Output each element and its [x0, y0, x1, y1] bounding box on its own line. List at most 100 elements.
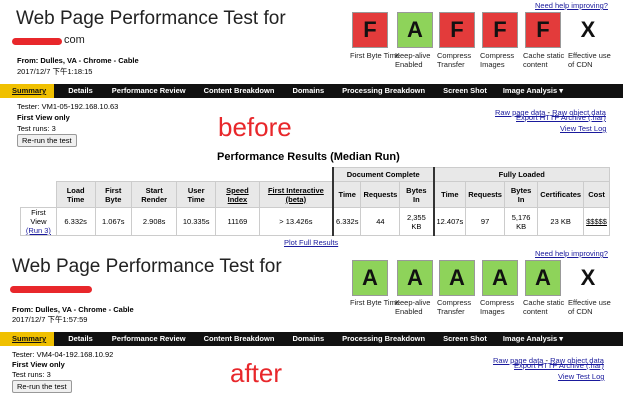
tab-details[interactable]: Details — [68, 86, 93, 95]
results-table: Document Complete Fully Loaded Load Time… — [20, 167, 610, 236]
col-cost: Cost — [583, 181, 610, 208]
value-speed-index: 11169 — [215, 207, 260, 236]
after-grade-box[interactable]: A — [482, 260, 518, 296]
tab-content-breakdown[interactable]: Content Breakdown — [203, 86, 275, 95]
nav-bar-after: Summary Details Performance Review Conte… — [0, 332, 623, 346]
link-separator-after: - — [543, 356, 551, 365]
value-full-requests: 97 — [465, 207, 505, 236]
before-grade-box[interactable]: F — [482, 12, 518, 48]
col-start-render: Start Render — [131, 181, 178, 208]
tab-screen-shot-after[interactable]: Screen Shot — [443, 334, 487, 343]
before-grade-label: Compress Images — [480, 51, 515, 69]
after-grade-label: Effective use of CDN — [568, 298, 611, 316]
before-grade-label: Cache static content — [523, 51, 565, 69]
before-grade-box[interactable]: F — [525, 12, 561, 48]
after-grade-label: Compress Transfer — [437, 298, 472, 316]
test-runs-after: Test runs: 3 — [12, 370, 51, 379]
after-grade-box[interactable]: A — [352, 260, 388, 296]
rerun-button-after[interactable]: Re-run the test — [12, 380, 72, 393]
value-cost[interactable]: $$$$$ — [583, 207, 610, 236]
before-grade-box[interactable]: X — [570, 12, 606, 48]
tab-summary[interactable]: Summary — [0, 84, 55, 98]
tab-performance-review-after[interactable]: Performance Review — [111, 334, 186, 343]
test-date: 2017/12/7 下午1:18:15 — [17, 67, 93, 76]
value-doc-bytes-in: 2,355 KB — [399, 207, 434, 236]
test-date-after: 2017/12/7 下午1:57:59 — [12, 315, 88, 324]
value-full-time: 12.407s — [432, 207, 467, 236]
after-grade-box[interactable]: A — [525, 260, 561, 296]
redacted-domain-mark-after — [10, 286, 92, 293]
export-har-link-after[interactable]: Export HTTP Archive (.har) — [514, 361, 604, 370]
page-title-after: Web Page Performance Test for — [12, 256, 282, 277]
raw-page-data-link-after[interactable]: Raw page data — [493, 356, 544, 365]
tester-info: Tester: VM1-05-192.168.10.63 — [17, 102, 119, 111]
col-first-byte: First Byte — [94, 181, 133, 208]
test-location-after: From: Dulles, VA - Chrome - Cable — [12, 305, 134, 314]
value-first-byte: 1.067s — [94, 207, 133, 236]
value-first-interactive: > 13.426s — [258, 207, 334, 236]
value-doc-time: 6.332s — [331, 207, 362, 236]
tab-image-analysis-after[interactable]: Image Analysis ▾ — [502, 334, 564, 343]
col-first-interactive[interactable]: First Interactive (beta) — [258, 181, 334, 208]
before-grade-label: First Byte Time — [350, 51, 401, 60]
col-doc-time: Time — [331, 181, 362, 208]
tab-image-analysis[interactable]: Image Analysis ▾ — [502, 86, 564, 95]
tab-summary-after[interactable]: Summary — [0, 332, 55, 346]
raw-page-data-link[interactable]: Raw page data — [495, 108, 546, 117]
tab-processing-breakdown-after[interactable]: Processing Breakdown — [342, 334, 426, 343]
view-test-log-link[interactable]: View Test Log — [560, 124, 607, 133]
nav-bar-before: Summary Details Performance Review Conte… — [0, 84, 623, 98]
raw-object-data-link-after[interactable]: Raw object data — [550, 356, 604, 365]
after-grade-label: First Byte Time — [350, 298, 401, 307]
value-start-render: 2.908s — [131, 207, 178, 236]
value-user-time: 10.335s — [176, 207, 217, 236]
tab-performance-review[interactable]: Performance Review — [111, 86, 186, 95]
value-load-time: 6.332s — [55, 207, 96, 236]
after-grade-box[interactable]: X — [570, 260, 606, 296]
value-certificates: 23 KB — [537, 207, 585, 236]
col-load-time: Load Time — [55, 181, 96, 208]
before-grade-box[interactable]: F — [439, 12, 475, 48]
test-location: From: Dulles, VA - Chrome - Cable — [17, 56, 139, 65]
link-separator: - — [545, 108, 553, 117]
before-annotation: before — [218, 112, 292, 142]
after-grade-box[interactable]: A — [439, 260, 475, 296]
export-har-link[interactable]: Export HTTP Archive (.har) — [516, 113, 606, 122]
page-title: Web Page Performance Test for — [16, 8, 286, 29]
tab-screen-shot[interactable]: Screen Shot — [443, 86, 487, 95]
redacted-domain-mark — [12, 38, 62, 45]
first-view-only: First View only — [17, 113, 70, 122]
plot-full-results-link[interactable]: Plot Full Results — [284, 238, 339, 247]
tester-info-after: Tester: VM4-04-192.168.10.92 — [12, 350, 114, 359]
before-grade-box[interactable]: A — [397, 12, 433, 48]
value-full-bytes-in: 5,176 KB — [503, 207, 539, 236]
row-label: First View — [30, 208, 47, 226]
col-doc-bytes-in: Bytes In — [399, 181, 434, 208]
raw-object-data-link[interactable]: Raw object data — [552, 108, 606, 117]
tab-processing-breakdown[interactable]: Processing Breakdown — [342, 86, 426, 95]
after-grade-box[interactable]: A — [397, 260, 433, 296]
tab-content-breakdown-after[interactable]: Content Breakdown — [203, 334, 275, 343]
col-full-bytes-in: Bytes In — [503, 181, 539, 208]
col-user-time: User Time — [176, 181, 217, 208]
help-improving-link[interactable]: Need help improving? — [535, 1, 608, 10]
tab-domains[interactable]: Domains — [292, 86, 325, 95]
table-row: First View (Run 3) 6.332s 1.067s 2.908s … — [20, 207, 610, 236]
tab-details-after[interactable]: Details — [68, 334, 93, 343]
raw-data-links: Raw page data - Raw object data — [495, 102, 606, 120]
after-grade-label: Compress Images — [480, 298, 515, 316]
col-certificates: Certificates — [537, 181, 585, 208]
view-test-log-link-after[interactable]: View Test Log — [558, 372, 605, 381]
col-full-requests: Requests — [465, 181, 505, 208]
col-full-time: Time — [432, 181, 467, 208]
rerun-button[interactable]: Re-run the test — [17, 134, 77, 147]
after-grade-label: Cache static content — [523, 298, 565, 316]
col-speed-index[interactable]: Speed Index — [215, 181, 260, 208]
help-improving-link-after[interactable]: Need help improving? — [535, 249, 608, 258]
run-link[interactable]: (Run 3) — [25, 226, 51, 235]
before-grade-box[interactable]: F — [352, 12, 388, 48]
col-doc-requests: Requests — [360, 181, 401, 208]
tab-domains-after[interactable]: Domains — [292, 334, 325, 343]
row-label-cell: First View (Run 3) — [20, 207, 57, 236]
after-grade-label: Keep-alive Enabled — [395, 298, 431, 316]
